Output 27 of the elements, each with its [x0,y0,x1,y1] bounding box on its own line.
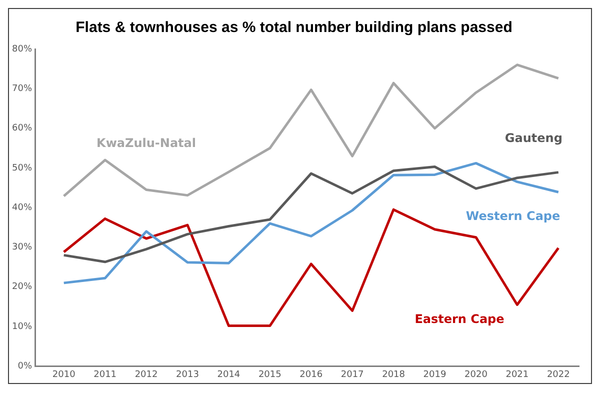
x-tick-label: 2019 [423,370,446,380]
y-tick-label: 50% [12,163,32,174]
x-tick-label: 2012 [134,370,158,380]
x-tick-label: 2020 [464,370,488,380]
x-tick-label: 2011 [94,370,117,380]
x-tick-label: 2017 [340,370,364,380]
x-tick-label: 2015 [258,370,282,380]
y-tick-label: 10% [12,322,32,332]
text: Gauteng [504,131,562,146]
x-tick-label: 2021 [506,370,529,380]
y-tick-label: 80% [12,44,32,54]
x-tick-label: 2013 [176,370,199,380]
x-tick-label: 2010 [52,370,76,380]
y-tick-label: 0% [18,362,32,372]
x-tick-label: 2014 [217,370,240,380]
x-tick-label: 2018 [382,370,406,380]
x-tick-label: 2016 [300,370,323,380]
chart-title: Flats & townhouses as % total number building plans passed [76,19,512,36]
y-tick-label: 20% [12,282,32,292]
y-tick-label: 70% [12,84,32,94]
series-label: Western Cape [466,209,560,224]
x-tick-label: 2022 [546,370,570,380]
series-label: Eastern Cape [414,312,504,326]
series-label: KwaZulu-Natal [96,136,196,150]
y-tick-label: 60% [12,124,32,134]
y-tick-label: 40% [12,202,32,213]
y-tick-label: 30% [12,242,32,253]
